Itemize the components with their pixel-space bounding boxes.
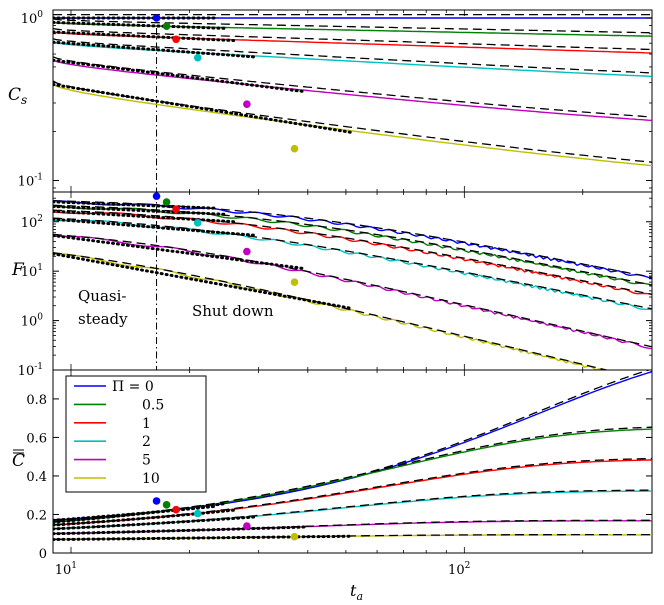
legend-items: Π = 0 0.5 1 2 5 10 [74,379,164,487]
series-dotted-f-pi-5 [53,234,306,271]
legend-box [65,375,207,493]
ytick-label-cs-1: 10-1 [18,173,43,190]
series-dotted-cs-pi-2 [53,40,257,59]
series-dotted-f-pi-2 [53,217,257,237]
ytick-label-f-0: 102 [21,214,43,231]
series-dashed-f-pi-2 [53,217,652,310]
ylabel-c: C [12,451,25,471]
series-dotted-f-pi-10 [53,252,354,310]
legend-label-2: 1 [142,416,151,432]
legend-label-1: 0.5 [142,397,164,413]
annotation-steady: steady [78,310,128,328]
series-dotted-c-pi-5 [53,525,306,536]
xtick-label-0: 101 [55,561,77,578]
series-f-pi-5 [53,235,652,350]
series-dotted-cs-pi-1 [53,30,236,42]
series-dashed-cs-pi-10 [53,80,652,163]
marker-f-pi-0 [152,192,161,200]
series-dotted-cs-pi-10 [53,83,354,134]
series-dotted-cs-pi-0.5 [53,20,226,30]
ytick-label-c-3: 0.2 [26,508,47,523]
marker-f-pi-1 [172,205,180,213]
ytick-label-c-1: 0.6 [26,431,47,446]
series-dotted-cs-pi-5 [53,58,306,94]
marker-cs-pi-2 [193,53,202,62]
panel-c-plot [53,370,652,541]
panel-cs-plot [53,13,652,192]
ytick-label-cs-0: 100 [21,10,44,27]
series-cs-pi-10 [53,83,652,167]
legend-label-3: 2 [142,434,151,450]
series-f-pi-2 [53,219,652,311]
series-dashed-cs-pi-1 [53,27,652,51]
series-dotted-f-pi-0.5 [53,204,226,216]
series-dashed-f-pi-5 [53,233,652,348]
ytick-label-f-3: 10-1 [18,362,43,379]
marker-f-pi-10 [290,278,299,286]
ytick-label-c-0: 0.8 [26,393,47,408]
legend-label-0: Π = 0 [112,379,154,395]
xtick-label-1: 102 [448,561,470,578]
panel-f: 102 101 100 10-1 [18,191,653,379]
marker-f-pi-0.5 [162,198,171,206]
series-dashed-cs-pi-0.5 [53,18,652,34]
marker-c-pi-0 [152,497,161,505]
marker-cs-pi-1 [172,35,180,44]
ytick-label-c-4: 0 [39,547,47,562]
panel-c: 0.8 0.6 0.4 0.2 0 [26,369,653,562]
marker-c-pi-1 [172,505,180,514]
ytick-label-c-2: 0.4 [26,470,47,485]
marker-f-pi-5 [243,247,251,256]
ylabel-cs: Cs [8,85,27,107]
xlabel: ta [350,581,363,603]
marker-c-pi-2 [193,509,202,518]
series-dotted-c-pi-0.5 [53,502,226,524]
series-dotted-f-pi-0 [53,200,216,210]
marker-cs-pi-0.5 [162,22,171,31]
marker-f-pi-2 [193,219,202,227]
legend-label-5: 10 [142,471,160,487]
panel-f-plot [53,192,652,370]
panel-cs: 100 10-1 [18,9,653,193]
marker-c-pi-0.5 [162,501,171,509]
marker-cs-pi-0 [152,14,161,22]
series-dashed-cs-pi-2 [53,38,652,74]
marker-c-pi-5 [243,522,251,530]
series-dashed-f-pi-10 [53,252,610,370]
ytick-label-f-1: 101 [21,263,43,280]
marker-cs-pi-10 [290,144,299,153]
marker-cs-pi-5 [243,100,251,108]
ylabel-f: F [11,260,25,280]
series-dashed-cs-pi-5 [53,56,652,118]
ytick-label-f-2: 100 [21,313,44,330]
series-dotted-f-pi-1 [53,209,236,224]
series-f-pi-10 [53,252,606,370]
series-dotted-c-pi-1 [53,508,236,527]
series-dashed-f-pi-1 [53,209,652,296]
series-dotted-c-pi-2 [53,515,257,531]
legend: Π = 0 0.5 1 2 5 10 [65,375,207,493]
legend-label-4: 5 [142,453,151,469]
panel-c-frame [52,369,653,554]
marker-c-pi-10 [290,532,299,541]
annotation-quasi: Quasi- [78,287,126,305]
annotation-shutdown: Shut down [192,302,274,320]
series-cs-pi-5 [53,59,652,122]
series-dotted-c-pi-10 [53,534,354,541]
